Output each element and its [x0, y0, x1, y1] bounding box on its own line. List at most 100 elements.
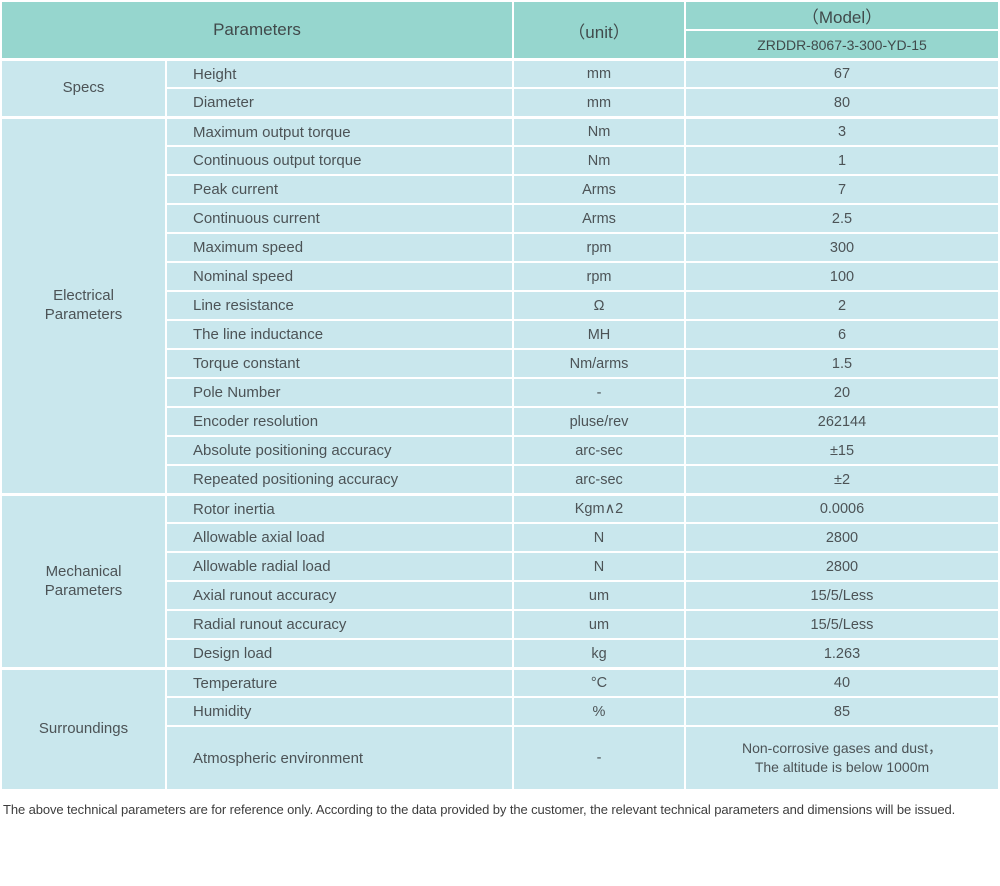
unit-cell: um: [514, 582, 686, 611]
table-row: Diameter mm 80: [2, 89, 998, 118]
unit-cell: rpm: [514, 263, 686, 292]
unit-cell: Arms: [514, 205, 686, 234]
param-name-cell: Encoder resolution: [167, 408, 514, 437]
value-cell: 3: [686, 118, 998, 147]
table-row: Atmospheric environment - Non-corrosive …: [2, 727, 998, 791]
unit-cell: Ω: [514, 292, 686, 321]
table-row: Specs Height mm 67: [2, 60, 998, 118]
unit-cell: Nm: [514, 147, 686, 176]
param-name-cell: Design load: [167, 640, 514, 669]
unit-cell: mm: [514, 89, 686, 118]
unit-cell: Nm: [514, 118, 686, 147]
table-row: Pole Number - 20: [2, 379, 998, 408]
value-cell: 100: [686, 263, 998, 292]
value-cell: Non-corrosive gases and dust， The altitu…: [686, 727, 998, 791]
param-name-cell: Nominal speed: [167, 263, 514, 292]
value-cell: 300: [686, 234, 998, 263]
table-row: Nominal speed rpm 100: [2, 263, 998, 292]
value-cell: 6: [686, 321, 998, 350]
table-row: Continuous output torque Nm 1: [2, 147, 998, 176]
unit-cell: °C: [514, 669, 686, 698]
unit-cell: um: [514, 611, 686, 640]
value-cell: 262144: [686, 408, 998, 437]
value-cell: 67: [686, 60, 998, 89]
param-name-cell: Allowable axial load: [167, 524, 514, 553]
param-name-cell: Rotor inertia: [167, 495, 514, 524]
table-row: Repeated positioning accuracy arc-sec ±2: [2, 466, 998, 495]
param-name-cell: Humidity: [167, 698, 514, 727]
param-name-cell: Absolute positioning accuracy: [167, 437, 514, 466]
group-cell-electrical: Electrical Parameters: [2, 118, 167, 495]
unit-cell: N: [514, 524, 686, 553]
unit-cell: arc-sec: [514, 437, 686, 466]
unit-cell: MH: [514, 321, 686, 350]
param-name-cell: Continuous output torque: [167, 147, 514, 176]
param-name-cell: Temperature: [167, 669, 514, 698]
table-row: Maximum speed rpm 300: [2, 234, 998, 263]
table-row: Design load kg 1.263: [2, 640, 998, 669]
param-name-cell: Torque constant: [167, 350, 514, 379]
header-unit: （unit）: [514, 2, 686, 60]
param-name-cell: Axial runout accuracy: [167, 582, 514, 611]
value-cell: 80: [686, 89, 998, 118]
group-cell-surroundings: Surroundings: [2, 669, 167, 791]
value-cell: 7: [686, 176, 998, 205]
value-cell: 15/5/Less: [686, 611, 998, 640]
param-name-cell: Line resistance: [167, 292, 514, 321]
table-row: The line inductance MH 6: [2, 321, 998, 350]
table-row: Mechanical Parameters Rotor inertia Kgm∧…: [2, 495, 998, 669]
table-row: Continuous current Arms 2.5: [2, 205, 998, 234]
table-row: Allowable radial load N 2800: [2, 553, 998, 582]
header-model-row: ZRDDR-8067-3-300-YD-15: [2, 31, 998, 60]
table-row: Allowable axial load N 2800: [2, 524, 998, 553]
table-row: Absolute positioning accuracy arc-sec ±1…: [2, 437, 998, 466]
value-cell: 15/5/Less: [686, 582, 998, 611]
value-cell: 40: [686, 669, 998, 698]
unit-cell: Arms: [514, 176, 686, 205]
value-cell: ±2: [686, 466, 998, 495]
header-parameters: Parameters: [2, 2, 514, 60]
unit-cell: pluse/rev: [514, 408, 686, 437]
param-name-cell: Pole Number: [167, 379, 514, 408]
footer-note: The above technical parameters are for r…: [3, 802, 956, 817]
value-cell: 2800: [686, 553, 998, 582]
spec-table: Parameters （unit） （Model） ZRDDR-8067-3-3…: [2, 2, 998, 791]
table-row: Peak current Arms 7: [2, 176, 998, 205]
value-cell: ±15: [686, 437, 998, 466]
param-name-cell: Maximum output torque: [167, 118, 514, 147]
param-name-cell: Atmospheric environment: [167, 727, 514, 791]
table-row: Humidity % 85: [2, 698, 998, 727]
param-name-cell: The line inductance: [167, 321, 514, 350]
unit-cell: rpm: [514, 234, 686, 263]
unit-cell: arc-sec: [514, 466, 686, 495]
param-name-cell: Continuous current: [167, 205, 514, 234]
value-cell: 1.5: [686, 350, 998, 379]
value-cell: 2.5: [686, 205, 998, 234]
param-name-cell: Allowable radial load: [167, 553, 514, 582]
unit-cell: N: [514, 553, 686, 582]
unit-cell: -: [514, 727, 686, 791]
unit-cell: mm: [514, 60, 686, 89]
table-row: Encoder resolution pluse/rev 262144: [2, 408, 998, 437]
value-cell: 1.263: [686, 640, 998, 669]
table-row: Surroundings Temperature °C 40: [2, 669, 998, 791]
param-name-cell: Diameter: [167, 89, 514, 118]
header-model: （Model）: [686, 2, 998, 31]
value-cell: 1: [686, 147, 998, 176]
unit-cell: %: [514, 698, 686, 727]
value-cell: 85: [686, 698, 998, 727]
table-row: Electrical Parameters Maximum output tor…: [2, 118, 998, 495]
table-row: Torque constant Nm/arms 1.5: [2, 350, 998, 379]
unit-cell: kg: [514, 640, 686, 669]
param-name-cell: Peak current: [167, 176, 514, 205]
group-cell-mechanical: Mechanical Parameters: [2, 495, 167, 669]
value-cell: 20: [686, 379, 998, 408]
value-cell: 2: [686, 292, 998, 321]
value-cell: 2800: [686, 524, 998, 553]
value-cell: 0.0006: [686, 495, 998, 524]
header-row: Parameters （unit） （Model）: [2, 2, 998, 60]
param-name-cell: Repeated positioning accuracy: [167, 466, 514, 495]
unit-cell: Nm/arms: [514, 350, 686, 379]
table-row: Line resistance Ω 2: [2, 292, 998, 321]
table-row: Radial runout accuracy um 15/5/Less: [2, 611, 998, 640]
